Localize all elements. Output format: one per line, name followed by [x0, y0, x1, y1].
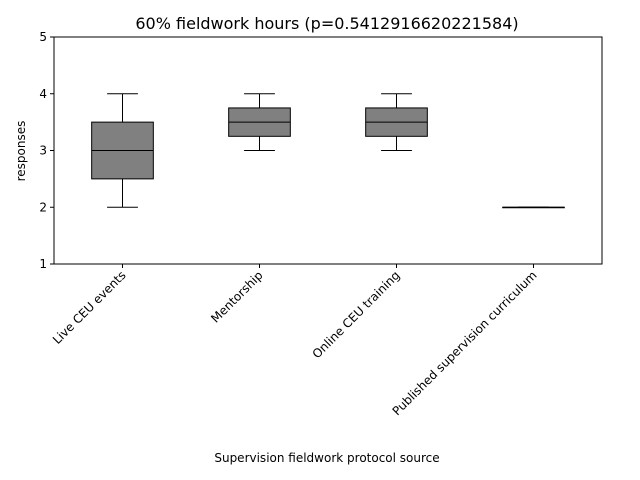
y-tick-label: 5	[39, 30, 47, 44]
y-tick-label: 1	[39, 257, 47, 271]
y-tick-label: 4	[39, 87, 47, 101]
x-tick-label: Live CEU events	[50, 268, 129, 347]
x-tick-label: Mentorship	[208, 268, 265, 325]
y-tick-label: 3	[39, 144, 47, 158]
y-tick-label: 2	[39, 200, 47, 214]
axes-frame	[53, 36, 603, 265]
x-tick-label: Published supervision curriculum	[390, 268, 540, 418]
plot-area: 1 2 3 4 5 Live CEU events Mentorship Online CEU…	[39, 30, 603, 418]
y-axis-label: responses	[14, 121, 28, 182]
x-axis-label: Supervision fieldwork protocol source	[214, 451, 439, 465]
x-tick-label: Online CEU training	[310, 268, 403, 361]
chart-title: 60% fieldwork hours (p=0.541291662022158…	[135, 14, 518, 33]
